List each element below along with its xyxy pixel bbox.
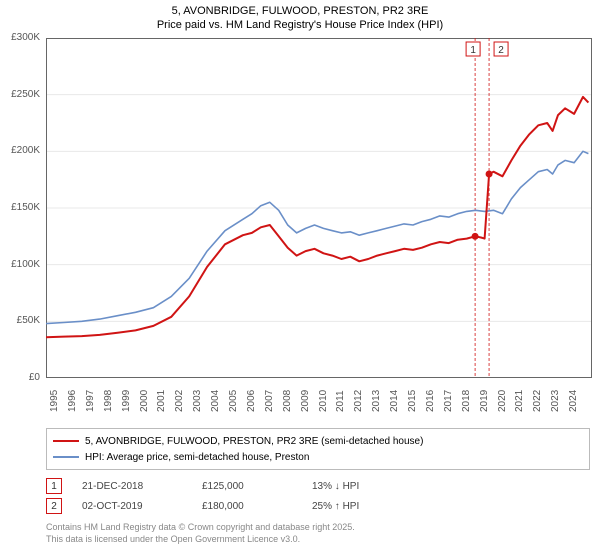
y-tick-label: £300K [0, 32, 40, 43]
series-legend: 5, AVONBRIDGE, FULWOOD, PRESTON, PR2 3RE… [46, 428, 590, 470]
x-tick-label: 2013 [371, 390, 379, 412]
y-tick-label: £0 [0, 372, 40, 383]
x-tick-label: 2016 [425, 390, 433, 412]
title-line-2: Price paid vs. HM Land Registry's House … [0, 18, 600, 32]
x-tick-label: 2022 [532, 390, 540, 412]
x-tick-label: 2001 [156, 390, 164, 412]
x-tick-label: 1996 [67, 390, 75, 412]
marker-pct: 13% ↓ HPI [312, 481, 412, 492]
svg-text:1: 1 [470, 45, 476, 56]
x-tick-label: 2012 [353, 390, 361, 412]
x-tick-label: 1995 [49, 390, 57, 412]
marker-legend-row: 1 21-DEC-2018 £125,000 13% ↓ HPI [46, 476, 590, 496]
x-tick-label: 2005 [228, 390, 236, 412]
swatch-blue [53, 456, 79, 458]
marker-legend-row: 2 02-OCT-2019 £180,000 25% ↑ HPI [46, 496, 590, 516]
marker-box-icon: 2 [46, 498, 62, 514]
credit-line-1: Contains HM Land Registry data © Crown c… [46, 522, 590, 534]
marker-date: 21-DEC-2018 [82, 481, 182, 492]
y-tick-label: £250K [0, 89, 40, 100]
legend-label-red: 5, AVONBRIDGE, FULWOOD, PRESTON, PR2 3RE… [85, 436, 423, 447]
x-tick-label: 2002 [174, 390, 182, 412]
y-tick-label: £150K [0, 202, 40, 213]
x-tick-label: 2000 [139, 390, 147, 412]
legend-row-blue: HPI: Average price, semi-detached house,… [53, 449, 583, 465]
svg-text:2: 2 [498, 45, 504, 56]
x-axis: 1995 1996 1997 1998 1999 2000 2001 2002 2003 2004… [46, 378, 592, 428]
title-line-1: 5, AVONBRIDGE, FULWOOD, PRESTON, PR2 3RE [0, 4, 600, 18]
x-tick-label: 1997 [85, 390, 93, 412]
y-tick-label: £100K [0, 259, 40, 270]
x-tick-label: 2018 [461, 390, 469, 412]
marker-price: £125,000 [202, 481, 292, 492]
x-tick-label: 2024 [568, 390, 576, 412]
marker-date: 02-OCT-2019 [82, 501, 182, 512]
credit-line-2: This data is licensed under the Open Gov… [46, 534, 590, 546]
y-axis: £0£50K£100K£150K£200K£250K£300K [0, 38, 46, 378]
x-tick-label: 2007 [264, 390, 272, 412]
x-tick-label: 2019 [479, 390, 487, 412]
legend-label-blue: HPI: Average price, semi-detached house,… [85, 452, 309, 463]
x-tick-label: 2011 [335, 390, 343, 412]
x-tick-label: 2020 [497, 390, 505, 412]
x-tick-label: 2004 [210, 390, 218, 412]
x-tick-label: 2023 [550, 390, 558, 412]
x-tick-label: 2009 [300, 390, 308, 412]
x-tick-label: 2006 [246, 390, 254, 412]
legend-area: 5, AVONBRIDGE, FULWOOD, PRESTON, PR2 3RE… [46, 428, 590, 545]
y-tick-label: £200K [0, 145, 40, 156]
legend-row-red: 5, AVONBRIDGE, FULWOOD, PRESTON, PR2 3RE… [53, 433, 583, 449]
x-tick-label: 2017 [443, 390, 451, 412]
x-tick-label: 1998 [103, 390, 111, 412]
marker-legend: 1 21-DEC-2018 £125,000 13% ↓ HPI 2 02-OCT-201… [46, 476, 590, 516]
chart-svg: 12 [46, 38, 592, 378]
x-tick-label: 2010 [318, 390, 326, 412]
x-tick-label: 2021 [514, 390, 522, 412]
marker-pct: 25% ↑ HPI [312, 501, 412, 512]
x-tick-label: 2014 [389, 390, 397, 412]
y-tick-label: £50K [0, 315, 40, 326]
x-tick-label: 1999 [121, 390, 129, 412]
x-tick-label: 2008 [282, 390, 290, 412]
x-tick-label: 2003 [192, 390, 200, 412]
credit-text: Contains HM Land Registry data © Crown c… [46, 522, 590, 545]
x-tick-label: 2015 [407, 390, 415, 412]
chart-title: 5, AVONBRIDGE, FULWOOD, PRESTON, PR2 3RE… [0, 0, 600, 33]
swatch-red [53, 440, 79, 442]
chart-plot-area: 12 [46, 38, 592, 378]
marker-price: £180,000 [202, 501, 292, 512]
marker-box-icon: 1 [46, 478, 62, 494]
